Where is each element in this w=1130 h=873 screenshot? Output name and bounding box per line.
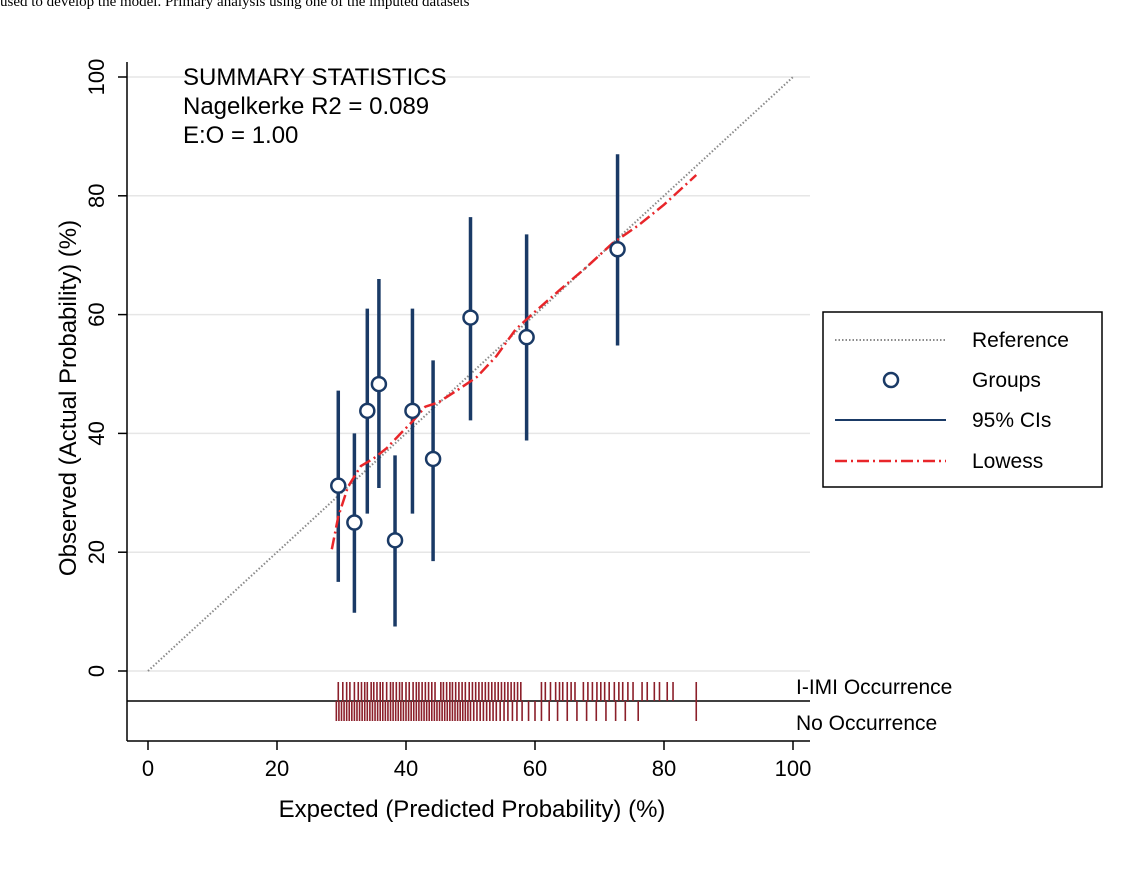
group-point xyxy=(359,402,376,420)
y-tick-label: 100 xyxy=(84,59,109,96)
x-tick-label: 0 xyxy=(142,756,154,781)
lowess-curve xyxy=(330,174,698,550)
gridlines xyxy=(127,76,810,672)
group-point xyxy=(386,532,404,549)
lowess-path xyxy=(330,174,698,550)
legend-box xyxy=(822,311,1103,488)
legend-label-reference: Reference xyxy=(972,329,1069,352)
x-axis-title: Expected (Predicted Probability) (%) xyxy=(279,796,666,823)
summary-heading: SUMMARY STATISTICS xyxy=(183,64,447,91)
legend-groups-swatch xyxy=(882,371,900,389)
y-tick-label: 20 xyxy=(84,540,109,564)
group-point xyxy=(462,309,479,326)
y-tick-label: 40 xyxy=(84,421,109,445)
group-point xyxy=(609,241,626,258)
figure-caption: used to develop the model. Primary analy… xyxy=(0,0,470,10)
group-markers xyxy=(330,241,626,549)
x-tick-label: 40 xyxy=(394,756,418,781)
group-point xyxy=(346,514,363,531)
summary-statistics: SUMMARY STATISTICS Nagelkerke R2 = 0.089… xyxy=(183,64,447,149)
legend-label-ci: 95% CIs xyxy=(972,409,1051,432)
group-point xyxy=(424,450,442,468)
rug-bottom-label: No Occurrence xyxy=(796,712,937,735)
summary-r2: Nagelkerke R2 = 0.089 xyxy=(183,93,429,120)
x-tick-label: 60 xyxy=(523,756,547,781)
group-point xyxy=(518,328,535,346)
legend: Reference Groups 95% CIs Lowess xyxy=(822,311,1103,488)
summary-eo: E:O = 1.00 xyxy=(183,122,298,149)
y-tick-label: 80 xyxy=(84,184,109,208)
x-tick-label: 80 xyxy=(652,756,676,781)
y-axis-title: Observed (Actual Probability) (%) xyxy=(55,220,82,576)
x-tick-label: 100 xyxy=(775,756,812,781)
group-point xyxy=(370,375,388,393)
x-tick-label: 20 xyxy=(265,756,289,781)
rug-plot xyxy=(127,682,810,721)
y-tick-label: 60 xyxy=(84,302,109,326)
legend-label-groups: Groups xyxy=(972,369,1041,392)
legend-label-lowess: Lowess xyxy=(972,450,1043,473)
group-point xyxy=(404,402,421,420)
y-tick-label: 0 xyxy=(84,665,109,677)
group-point xyxy=(330,477,347,494)
rug-top-label: I-IMI Occurrence xyxy=(796,676,952,699)
axes: 0 20 40 60 80 100 0 20 40 60 80 100 xyxy=(84,59,811,781)
